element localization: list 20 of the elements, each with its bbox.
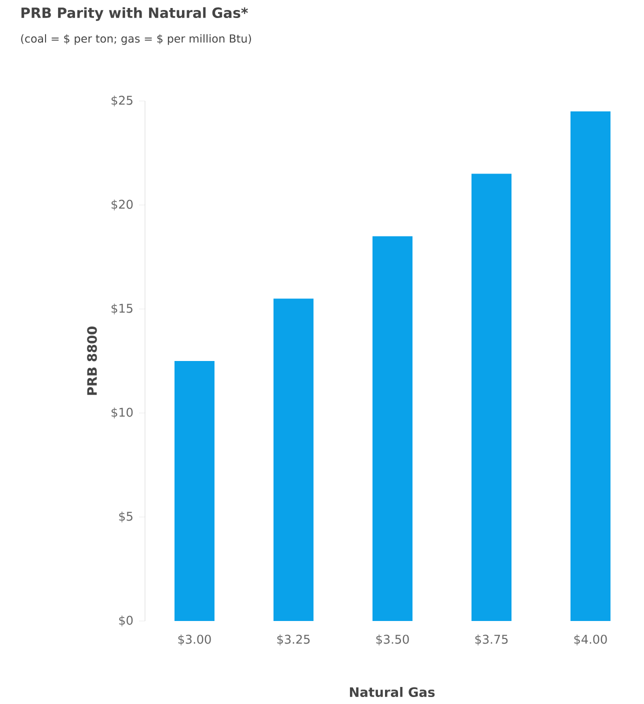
bar [471, 174, 512, 621]
chart-subtitle: (coal = $ per ton; gas = $ per million Btu) [21, 34, 252, 45]
y-tick-label: $5 [119, 512, 132, 522]
bar [570, 111, 610, 621]
x-tick-label: $3.25 [277, 634, 310, 646]
chart-title: PRB Parity with Natural Gas* [21, 7, 248, 21]
y-tick-label: $15 [112, 304, 132, 314]
y-tick-label: $0 [119, 616, 133, 626]
y-tick-label: $10 [112, 408, 133, 418]
x-tick-label: $3.50 [376, 634, 409, 646]
bar [174, 360, 214, 621]
x-tick-label: $3.75 [475, 634, 508, 646]
bar [372, 236, 412, 621]
x-axis-title: Natural Gas [350, 686, 435, 698]
y-tick-label: $20 [112, 200, 133, 210]
y-axis-title: PRB 8800 [87, 326, 97, 395]
y-tick-label: $25 [112, 96, 132, 106]
x-tick-label: $3.00 [178, 634, 211, 646]
x-tick-label: $4.00 [574, 634, 607, 646]
bar [273, 298, 314, 621]
